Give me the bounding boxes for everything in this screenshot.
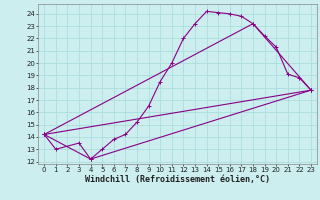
X-axis label: Windchill (Refroidissement éolien,°C): Windchill (Refroidissement éolien,°C) [85, 175, 270, 184]
